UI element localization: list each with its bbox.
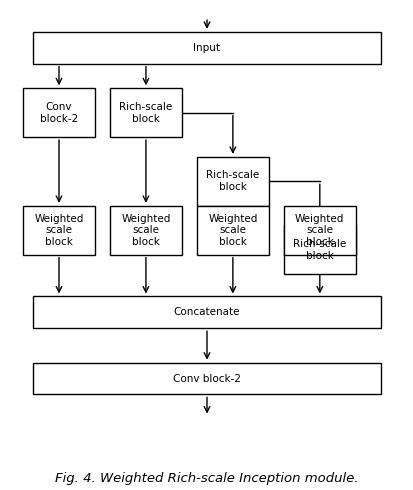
FancyBboxPatch shape xyxy=(196,157,268,206)
FancyBboxPatch shape xyxy=(196,206,268,255)
FancyBboxPatch shape xyxy=(23,206,95,255)
Text: Rich-scale
block: Rich-scale block xyxy=(292,239,346,261)
FancyBboxPatch shape xyxy=(109,88,182,137)
Text: Conv block-2: Conv block-2 xyxy=(173,373,240,384)
Text: Fig. 4. Weighted Rich-scale Inception module.: Fig. 4. Weighted Rich-scale Inception mo… xyxy=(55,472,358,485)
Text: Rich-scale
block: Rich-scale block xyxy=(206,171,259,192)
FancyBboxPatch shape xyxy=(33,296,380,328)
FancyBboxPatch shape xyxy=(109,206,182,255)
Text: Concatenate: Concatenate xyxy=(173,307,240,318)
FancyBboxPatch shape xyxy=(33,363,380,394)
FancyBboxPatch shape xyxy=(283,225,355,274)
Text: Rich-scale
block: Rich-scale block xyxy=(119,102,172,123)
FancyBboxPatch shape xyxy=(33,32,380,64)
Text: Input: Input xyxy=(193,43,220,53)
Text: Weighted
scale
block: Weighted scale block xyxy=(121,214,170,247)
FancyBboxPatch shape xyxy=(283,206,355,255)
Text: Conv
block-2: Conv block-2 xyxy=(40,102,78,123)
FancyBboxPatch shape xyxy=(23,88,95,137)
Text: Weighted
scale
block: Weighted scale block xyxy=(208,214,257,247)
Text: Weighted
scale
block: Weighted scale block xyxy=(294,214,344,247)
Text: Weighted
scale
block: Weighted scale block xyxy=(34,214,83,247)
